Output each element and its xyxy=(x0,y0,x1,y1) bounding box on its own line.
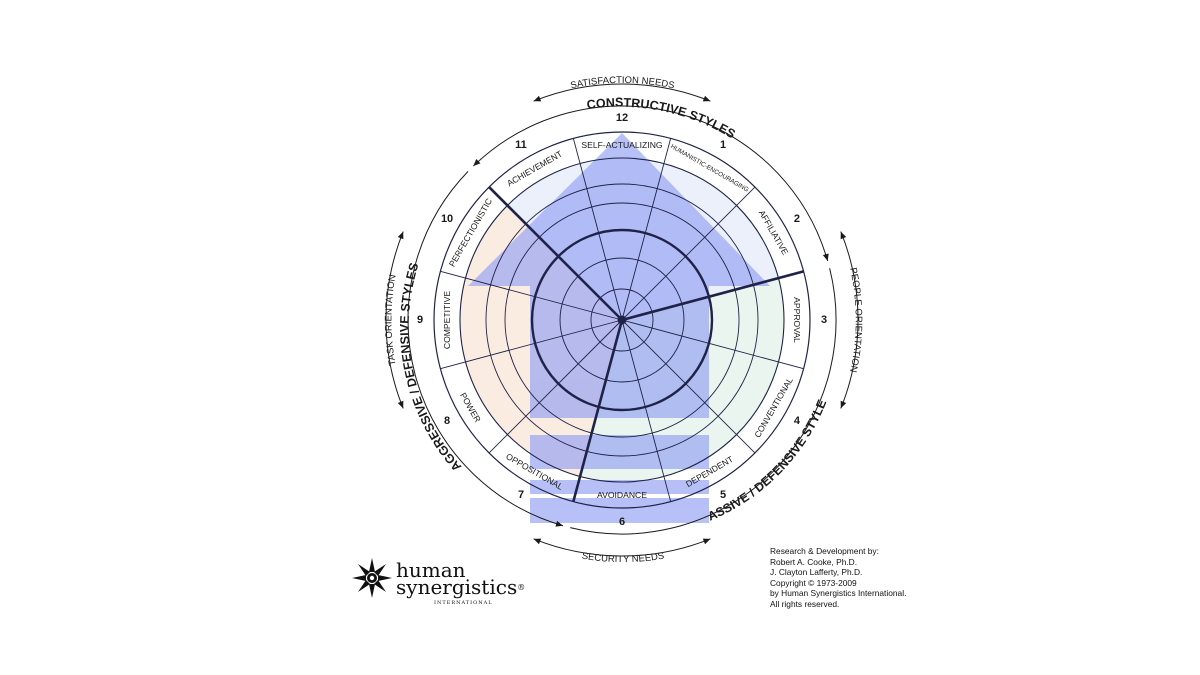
arrowhead xyxy=(397,400,404,409)
aggressive-defensive-styles-label: AGGRESSIVE / DEFENSIVE STYLES xyxy=(398,261,464,474)
style-name-label: AVOIDANCE xyxy=(597,490,647,500)
logo-wordmark: human synergistics® xyxy=(396,558,526,599)
arrow-head xyxy=(468,133,770,418)
logo-subtitle: INTERNATIONAL xyxy=(434,600,493,606)
satisfaction-arc xyxy=(533,83,711,102)
style-number: 1 xyxy=(720,139,726,151)
arrowhead xyxy=(397,231,404,240)
constructive-arc xyxy=(472,105,829,262)
style-divider xyxy=(572,138,623,321)
style-name-label: COMPETITIVE xyxy=(442,291,452,350)
scale-ring xyxy=(559,257,685,383)
arrowhead xyxy=(533,95,542,102)
scale-ring xyxy=(504,202,740,438)
credit-line: by Human Synergistics International. xyxy=(770,588,907,598)
style-number: 9 xyxy=(417,314,423,326)
security-needs-label: SECURITY NEEDS xyxy=(581,551,665,566)
arrowhead xyxy=(840,400,847,409)
rings xyxy=(433,131,811,509)
cluster-divider xyxy=(488,186,623,321)
arrow-band-lower xyxy=(530,480,709,494)
style-number: 11 xyxy=(515,139,527,151)
label-band-inner-ring xyxy=(459,157,785,483)
arrowhead xyxy=(533,538,542,545)
people-arc xyxy=(840,231,859,409)
passive-arc xyxy=(570,268,837,535)
outer-ring xyxy=(433,131,811,509)
registered-mark: ® xyxy=(517,583,526,592)
style-number: 7 xyxy=(518,489,524,501)
style-number: 5 xyxy=(720,489,726,501)
style-number: 4 xyxy=(794,415,801,427)
arrow-band-bottom xyxy=(530,498,709,523)
style-divider xyxy=(488,319,623,454)
spokes xyxy=(440,138,804,502)
security-arc xyxy=(533,538,711,557)
credit-line: Robert A. Cooke, Ph.D. xyxy=(770,556,858,567)
aggressive-arc xyxy=(407,170,564,527)
style-number: 6 xyxy=(619,516,625,528)
credit-line: J. Clayton Lafferty, Ph.D. xyxy=(770,567,863,577)
style-name-label: SELF-ACTUALIZING xyxy=(581,140,662,150)
arrowhead xyxy=(702,95,711,102)
style-name-label: APPROVAL xyxy=(792,297,802,343)
scale-ring xyxy=(485,183,759,457)
arrow-band-middle xyxy=(530,435,709,469)
style-number: 12 xyxy=(616,112,628,124)
arrowhead xyxy=(702,538,711,545)
credits-block: Research & Development by: Robert A. Coo… xyxy=(770,546,950,609)
style-divider xyxy=(440,270,623,321)
scale-ring xyxy=(590,288,654,352)
style-divider xyxy=(440,319,623,370)
credit-line: All rights reserved. xyxy=(770,598,840,609)
style-number: 3 xyxy=(821,314,827,326)
arrowhead xyxy=(840,231,847,240)
constructive-styles-label: CONSTRUCTIVE STYLES xyxy=(586,96,738,142)
cluster-divider xyxy=(572,319,624,502)
credit-line: Research & Development by: xyxy=(770,546,879,556)
style-number: 2 xyxy=(794,213,800,225)
logo-line-1: human xyxy=(396,558,466,582)
people-orientation-label: PEOPLE ORIENTATION xyxy=(847,267,864,374)
style-number: 10 xyxy=(441,213,453,225)
style-divider xyxy=(621,138,672,321)
style-divider xyxy=(621,319,756,454)
credit-line: Copyright © 1973-2009 xyxy=(770,577,857,588)
style-divider xyxy=(621,186,756,321)
task-arc xyxy=(385,231,404,409)
style-number: 8 xyxy=(444,415,450,427)
arrowhead xyxy=(555,520,564,527)
style-divider xyxy=(621,319,672,502)
outer-arcs xyxy=(385,83,859,557)
task-orientation-label: TASK ORIENTATION xyxy=(383,274,398,367)
satisfaction-needs-label: SATISFACTION NEEDS xyxy=(570,75,676,92)
style-divider xyxy=(621,319,804,370)
arrowhead xyxy=(473,159,481,167)
snowflake-star-icon xyxy=(352,558,392,598)
human-synergistics-logo: human synergistics® INTERNATIONAL xyxy=(350,556,525,606)
arrowhead xyxy=(822,253,829,262)
median-ring xyxy=(530,228,714,412)
cluster-divider xyxy=(621,270,804,322)
logo-line-2: synergistics xyxy=(396,575,518,599)
